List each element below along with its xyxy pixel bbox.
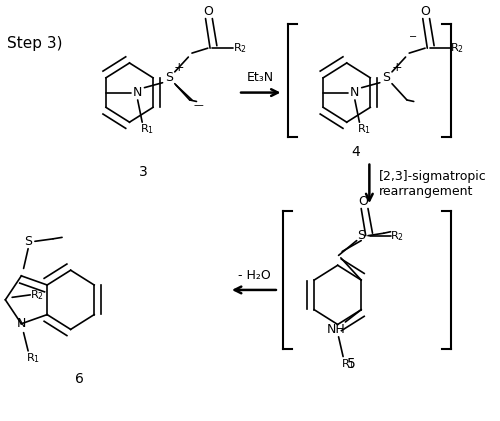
Text: N: N: [350, 86, 360, 99]
Text: Et₃N: Et₃N: [247, 71, 274, 84]
Text: 5: 5: [347, 357, 356, 371]
Text: O: O: [420, 5, 430, 18]
Text: R$_2$: R$_2$: [232, 41, 246, 55]
Text: R$_1$: R$_1$: [140, 123, 153, 136]
Text: O: O: [358, 195, 368, 208]
Text: - H₂O: - H₂O: [238, 269, 270, 282]
Text: R$_2$: R$_2$: [30, 288, 44, 302]
Text: $^-$: $^-$: [406, 34, 417, 48]
Text: S: S: [166, 71, 173, 84]
Text: NH: NH: [327, 323, 345, 336]
Text: N: N: [16, 317, 26, 330]
Text: R$_1$: R$_1$: [357, 123, 371, 136]
Text: 4: 4: [352, 145, 360, 159]
Text: R$_1$: R$_1$: [340, 357, 354, 371]
Text: S: S: [357, 229, 365, 242]
Text: N: N: [133, 86, 142, 99]
Text: S: S: [382, 71, 390, 84]
Text: —: —: [194, 100, 203, 110]
Text: R$_2$: R$_2$: [450, 41, 464, 55]
Text: 3: 3: [138, 165, 147, 179]
Text: Step 3): Step 3): [8, 36, 63, 51]
Text: 6: 6: [76, 372, 84, 386]
Text: [2,3]-sigmatropic
rearrangement: [2,3]-sigmatropic rearrangement: [378, 170, 486, 198]
Text: R$_1$: R$_1$: [26, 352, 40, 365]
Text: S: S: [24, 235, 32, 248]
Text: +: +: [391, 61, 402, 75]
Text: R$_2$: R$_2$: [390, 229, 404, 242]
Text: O: O: [203, 5, 212, 18]
Text: +: +: [174, 61, 184, 75]
